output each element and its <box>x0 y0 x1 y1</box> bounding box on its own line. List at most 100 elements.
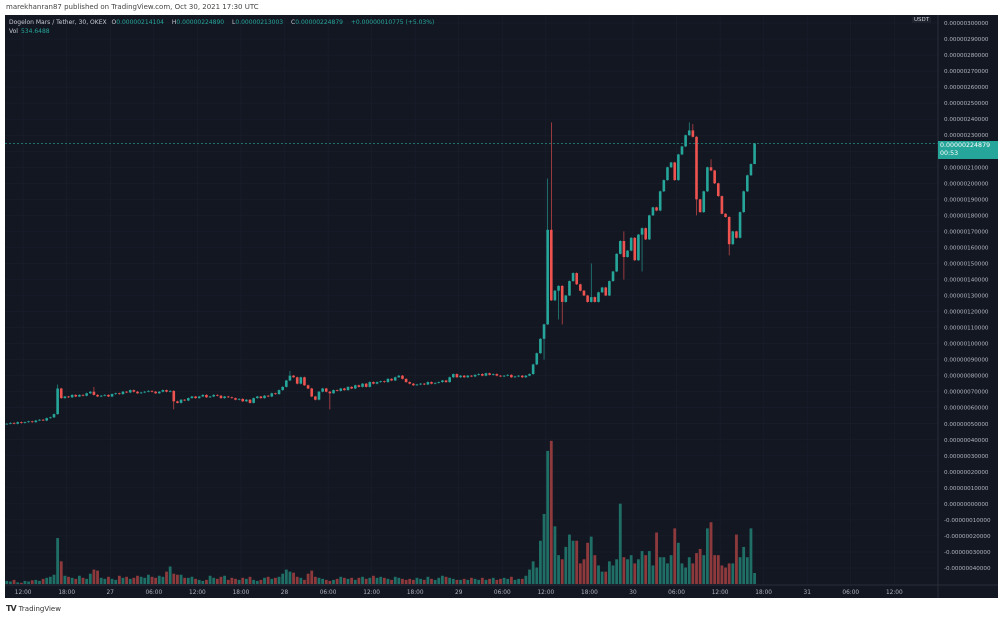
candle-body <box>208 396 212 398</box>
candle-body <box>194 396 197 399</box>
volume-bar <box>157 575 161 584</box>
volume-bar <box>172 573 176 584</box>
volume-bar <box>484 579 488 584</box>
candle-body <box>557 285 560 291</box>
candle-body <box>687 130 691 136</box>
footer: 𝗧𝗩 TradingView <box>6 604 61 613</box>
volume-bar <box>520 578 524 584</box>
volume-bar <box>295 576 299 584</box>
candle-body <box>248 399 252 403</box>
candle-body <box>314 396 317 400</box>
open-label: O <box>111 19 117 26</box>
candle-body <box>350 386 353 389</box>
volume-bar <box>731 563 735 584</box>
candle-body <box>568 281 571 296</box>
volume-bar <box>179 574 183 584</box>
candle-body <box>579 284 582 291</box>
candle-body <box>753 143 756 165</box>
candle-body <box>157 391 161 394</box>
volume-value: 534.6488 <box>20 28 50 35</box>
publish-info: marekhanran87 published on TradingView.c… <box>6 3 259 11</box>
candle-body <box>582 290 586 296</box>
candle-body <box>560 285 564 302</box>
candle-body <box>343 388 346 391</box>
volume-bar <box>564 546 568 584</box>
candle-body <box>481 374 484 376</box>
volume-bar <box>553 526 557 584</box>
volume-bar <box>183 577 187 584</box>
volume-bar <box>433 579 437 584</box>
volume-bar <box>680 563 684 584</box>
candle-body <box>63 396 67 399</box>
volume-bar <box>234 578 237 584</box>
volume-bar <box>241 577 245 584</box>
candle-body <box>720 196 724 214</box>
candle-body <box>502 375 506 377</box>
candle-body <box>52 414 56 418</box>
time-axis[interactable]: 12:00 18:00 27 06:00 12:00 18:00 28 06:00 12:00 1… <box>15 590 903 596</box>
volume-bar <box>30 580 34 584</box>
volume-bar <box>629 555 633 584</box>
candle-body <box>190 396 194 399</box>
candle-body <box>255 396 259 399</box>
volume-bar <box>165 571 168 584</box>
tradingview-logo-icon[interactable]: 𝗧𝗩 <box>6 604 17 613</box>
candle-body <box>401 375 404 379</box>
volume-bar <box>651 565 655 584</box>
candle-body <box>531 364 535 375</box>
candle-body <box>433 382 437 384</box>
candle-body <box>550 229 553 301</box>
volume-bar <box>633 563 637 584</box>
candle-body <box>673 162 677 181</box>
price-tick-label: 0.00000230000 <box>944 133 989 139</box>
candle-body <box>201 394 205 397</box>
candle-body <box>462 375 466 378</box>
volume-bar <box>121 577 125 584</box>
volume-bar <box>107 576 110 584</box>
brand-name[interactable]: TradingView <box>18 604 61 613</box>
candle-body <box>277 390 281 395</box>
candle-body <box>212 394 216 397</box>
price-tick-label: 0.00000050000 <box>944 422 989 428</box>
time-tick-label: 18:00 <box>755 590 772 596</box>
currency-label[interactable]: USDT <box>912 17 932 23</box>
price-tick-label: 0.00000130000 <box>944 294 989 300</box>
close-field: C0.00000224879 <box>291 19 346 26</box>
candle-body <box>426 382 430 385</box>
candle-body <box>187 398 190 401</box>
candle-body <box>310 388 314 397</box>
chart-panel[interactable] <box>5 15 998 598</box>
candle-body <box>143 391 147 393</box>
price-axis[interactable]: 0.00000300000 0.00000290000 0.00000280000 0… <box>944 21 991 572</box>
volume-bar <box>379 576 383 584</box>
volume-bar <box>568 534 571 584</box>
volume-bar <box>248 576 252 584</box>
volume-bar <box>716 555 720 584</box>
candle-body <box>288 375 292 381</box>
candle-body <box>466 375 470 378</box>
time-tick-label: 12:00 <box>15 590 32 596</box>
volume-bar <box>676 542 680 584</box>
candle-body <box>669 162 673 168</box>
candle-body <box>706 167 709 192</box>
candle-body <box>528 374 531 376</box>
candle-body <box>252 398 255 403</box>
time-tick-label: 06:00 <box>320 590 337 596</box>
volume-bar <box>190 576 194 584</box>
candle-body <box>372 382 375 384</box>
volume-bar <box>48 576 52 584</box>
volume-bar <box>622 557 626 584</box>
volume-bar <box>727 563 731 584</box>
candle-body <box>375 382 379 384</box>
volume-bar <box>644 555 648 584</box>
high-field: H0.00000224890 <box>172 19 227 26</box>
volume-bar <box>67 576 70 584</box>
candle-body <box>419 383 422 385</box>
candle-body <box>332 390 335 394</box>
symbol-title[interactable]: Dogelon Mars / Tether, 30, OKEX <box>9 19 107 26</box>
volume-bar <box>401 578 404 584</box>
candle-body <box>513 376 517 378</box>
candle-body <box>259 396 263 399</box>
volume-bar <box>281 573 285 584</box>
